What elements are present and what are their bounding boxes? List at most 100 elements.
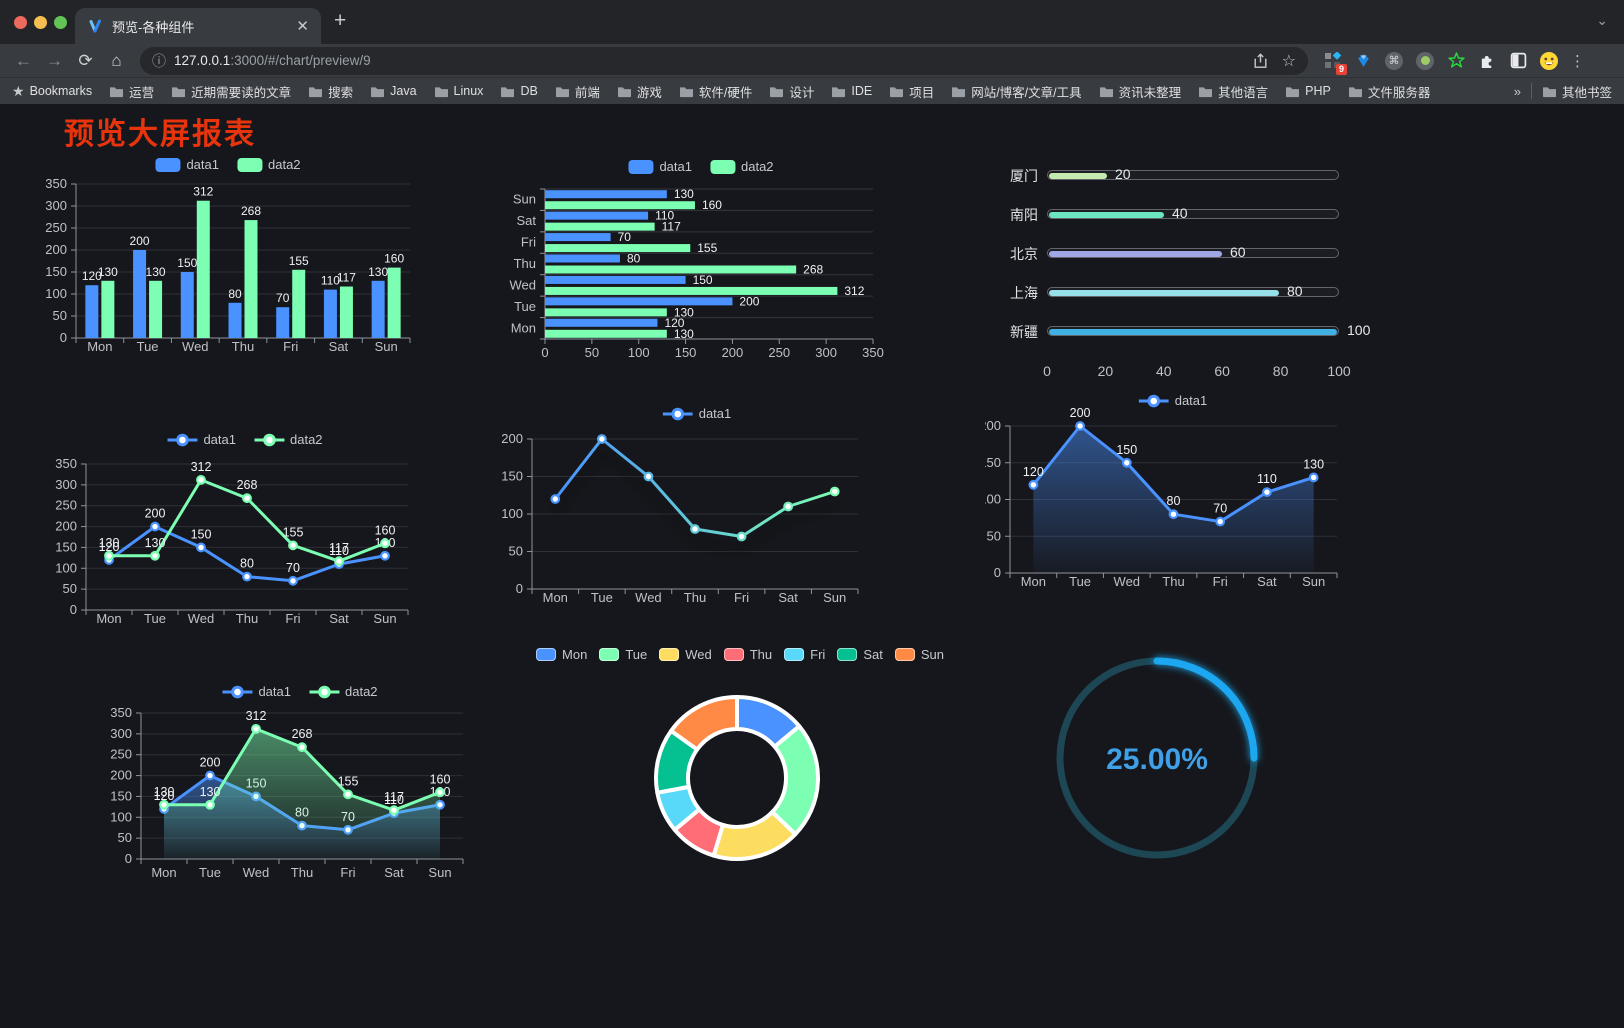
bookmark-folder[interactable]: Java [370, 84, 417, 98]
reload-button[interactable]: ⟳ [78, 50, 93, 70]
value-label: 160 [430, 772, 451, 786]
axis-label: 350 [45, 176, 67, 191]
bookmark-folder[interactable]: 游戏 [617, 82, 662, 101]
category-label: Sun [373, 611, 396, 626]
axis-label: 100 [110, 809, 132, 824]
value-label: 312 [191, 460, 212, 474]
legend-item-Mon[interactable]: Mon [536, 647, 587, 662]
axis-label: 250 [110, 747, 132, 762]
legend-item-Tue[interactable]: Tue [599, 647, 647, 662]
value-label: 130 [200, 785, 221, 799]
value-label: 110 [321, 274, 340, 288]
legend-item-Thu[interactable]: Thu [723, 647, 772, 662]
new-tab-button[interactable]: + [334, 9, 347, 32]
bookmark-folder[interactable]: 网站/博客/文章/工具 [951, 82, 1082, 101]
browser-tab[interactable]: 预览-各种组件 ✕ [75, 8, 321, 44]
browser-menu-icon[interactable]: ⋮ [1570, 52, 1585, 70]
bookmark-folder[interactable]: 搜索 [308, 82, 353, 101]
legend-item-data1[interactable]: data1 [662, 406, 731, 421]
bookmark-star-icon[interactable]: ☆ [1281, 52, 1296, 70]
dashboard-content: 预览大屏报表 0 50 100 150 200 250 300 350 Mon Tue Wed Thu… [0, 104, 1624, 1028]
bookmarks-root[interactable]: ★ Bookmarks [12, 83, 92, 100]
bookmark-folder[interactable]: 项目 [889, 82, 934, 101]
category-label: Thu [514, 256, 536, 271]
macos-close-button[interactable] [14, 16, 27, 29]
macos-minimize-button[interactable] [34, 16, 47, 29]
legend-item-data1[interactable]: data1 [1138, 393, 1207, 408]
legend-item-Wed[interactable]: Wed [659, 647, 712, 662]
axis-label: 150 [45, 264, 67, 279]
value-label: 70 [618, 230, 632, 244]
legend-item-Sat[interactable]: Sat [837, 647, 883, 662]
legend-item-data2[interactable]: data2 [237, 157, 301, 172]
value-label: 130 [98, 265, 118, 279]
folder-icon [371, 86, 385, 97]
legend-item-data2[interactable]: data2 [309, 684, 378, 699]
extension-green-star-icon[interactable] [1446, 51, 1466, 71]
data-point [1028, 479, 1039, 490]
category-label: Sat [329, 611, 349, 626]
extension-mosaic-icon[interactable]: 9 [1322, 51, 1347, 75]
legend-item-data2[interactable]: data2 [254, 432, 323, 447]
other-bookmarks-folder[interactable]: 其他书签 [1542, 82, 1612, 101]
extension-gem-icon[interactable] [1353, 51, 1373, 71]
folder-icon [617, 86, 631, 97]
data-point [159, 799, 169, 810]
line-series-data1 [553, 437, 837, 538]
legend-item-data2[interactable]: data2 [710, 159, 774, 174]
bookmark-folder[interactable]: IDE [831, 84, 872, 98]
bar-data2 [545, 286, 838, 295]
extension-command-icon[interactable]: ⌘ [1384, 51, 1404, 71]
bookmark-folder-label: 项目 [909, 85, 935, 100]
progress-track [1047, 287, 1339, 297]
share-icon[interactable] [1253, 52, 1268, 69]
tab-search-chevron-icon[interactable]: ⌄ [1596, 12, 1608, 28]
site-info-icon[interactable]: ⓘ [152, 52, 166, 69]
bookmark-folder[interactable]: 软件/硬件 [679, 82, 752, 101]
category-label: Mon [1021, 574, 1046, 589]
bar-data2 [545, 265, 797, 274]
progress-row-南阳: 南阳 40 [992, 204, 1384, 224]
legend-item-Fri[interactable]: Fri [784, 647, 825, 662]
legend-item-data1[interactable]: data1 [222, 684, 291, 699]
bookmark-folder[interactable]: 运营 [109, 82, 154, 101]
bookmark-folder[interactable]: 其他语言 [1198, 82, 1268, 101]
bookmark-folder[interactable]: 设计 [769, 82, 814, 101]
x-tick-label: 0 [1043, 363, 1051, 379]
legend-label: Sat [863, 647, 883, 662]
extensions-puzzle-icon[interactable] [1477, 51, 1497, 71]
bookmark-folder[interactable]: 文件服务器 [1348, 82, 1430, 101]
dark-mode-frame-icon[interactable] [1508, 51, 1528, 71]
axis-label: 50 [987, 528, 1001, 543]
data-point [1168, 509, 1179, 520]
macos-zoom-button[interactable] [54, 16, 67, 29]
bookmark-folder[interactable]: 前端 [555, 82, 600, 101]
data-point [1215, 516, 1226, 527]
legend-item-Sun[interactable]: Sun [894, 647, 944, 662]
progress-row-厦门: 厦门 20 [992, 165, 1384, 185]
address-bar[interactable]: ⓘ 127.0.0.1 :3000/#/chart/preview/9 ☆ [140, 46, 1308, 75]
extension-recorder-icon[interactable] [1415, 51, 1435, 71]
bookmark-folder[interactable]: 近期需要读的文章 [171, 82, 291, 101]
chart-legend: data1 [662, 406, 731, 421]
legend-item-data1[interactable]: data1 [155, 157, 219, 172]
bookmarks-overflow-icon[interactable]: » [1513, 83, 1521, 99]
tab-close-icon[interactable]: ✕ [296, 17, 309, 35]
legend-item-data1[interactable]: data1 [628, 159, 692, 174]
home-button[interactable]: ⌂ [111, 50, 122, 70]
axis-label: 200 [501, 431, 523, 446]
category-label: Thu [236, 611, 258, 626]
profile-avatar[interactable] [1539, 51, 1559, 71]
bar-data1 [180, 272, 194, 338]
progress-label: 厦门 [1010, 168, 1038, 184]
chart-area-two-series: 0 50 100 150 200 250 300 350 Mon Tue Wed Thu Fri Sat S… [95, 678, 475, 893]
bookmark-folder[interactable]: PHP [1285, 84, 1331, 98]
back-button[interactable]: ← [15, 50, 32, 70]
bar-data1 [85, 285, 99, 338]
bookmarks-list: ★ Bookmarks 运营 近期需要读的文章 搜索 Java Linux DB 前端 游戏 软… [12, 82, 1506, 101]
forward-button[interactable]: → [46, 50, 63, 70]
bookmark-folder[interactable]: DB [500, 84, 538, 98]
bookmark-folder[interactable]: Linux [434, 84, 483, 98]
bookmark-folder[interactable]: 资讯未整理 [1099, 82, 1181, 101]
legend-item-data1[interactable]: data1 [167, 432, 236, 447]
